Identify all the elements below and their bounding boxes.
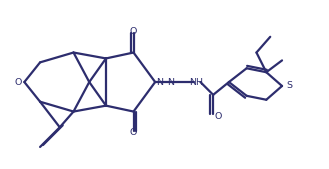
Text: N: N [167, 78, 174, 87]
Text: O: O [215, 112, 222, 121]
Text: O: O [130, 128, 137, 137]
Text: O: O [130, 27, 137, 36]
Text: O: O [15, 78, 22, 87]
Text: N: N [157, 78, 164, 87]
Text: NH: NH [190, 78, 203, 87]
Text: S: S [286, 81, 292, 90]
